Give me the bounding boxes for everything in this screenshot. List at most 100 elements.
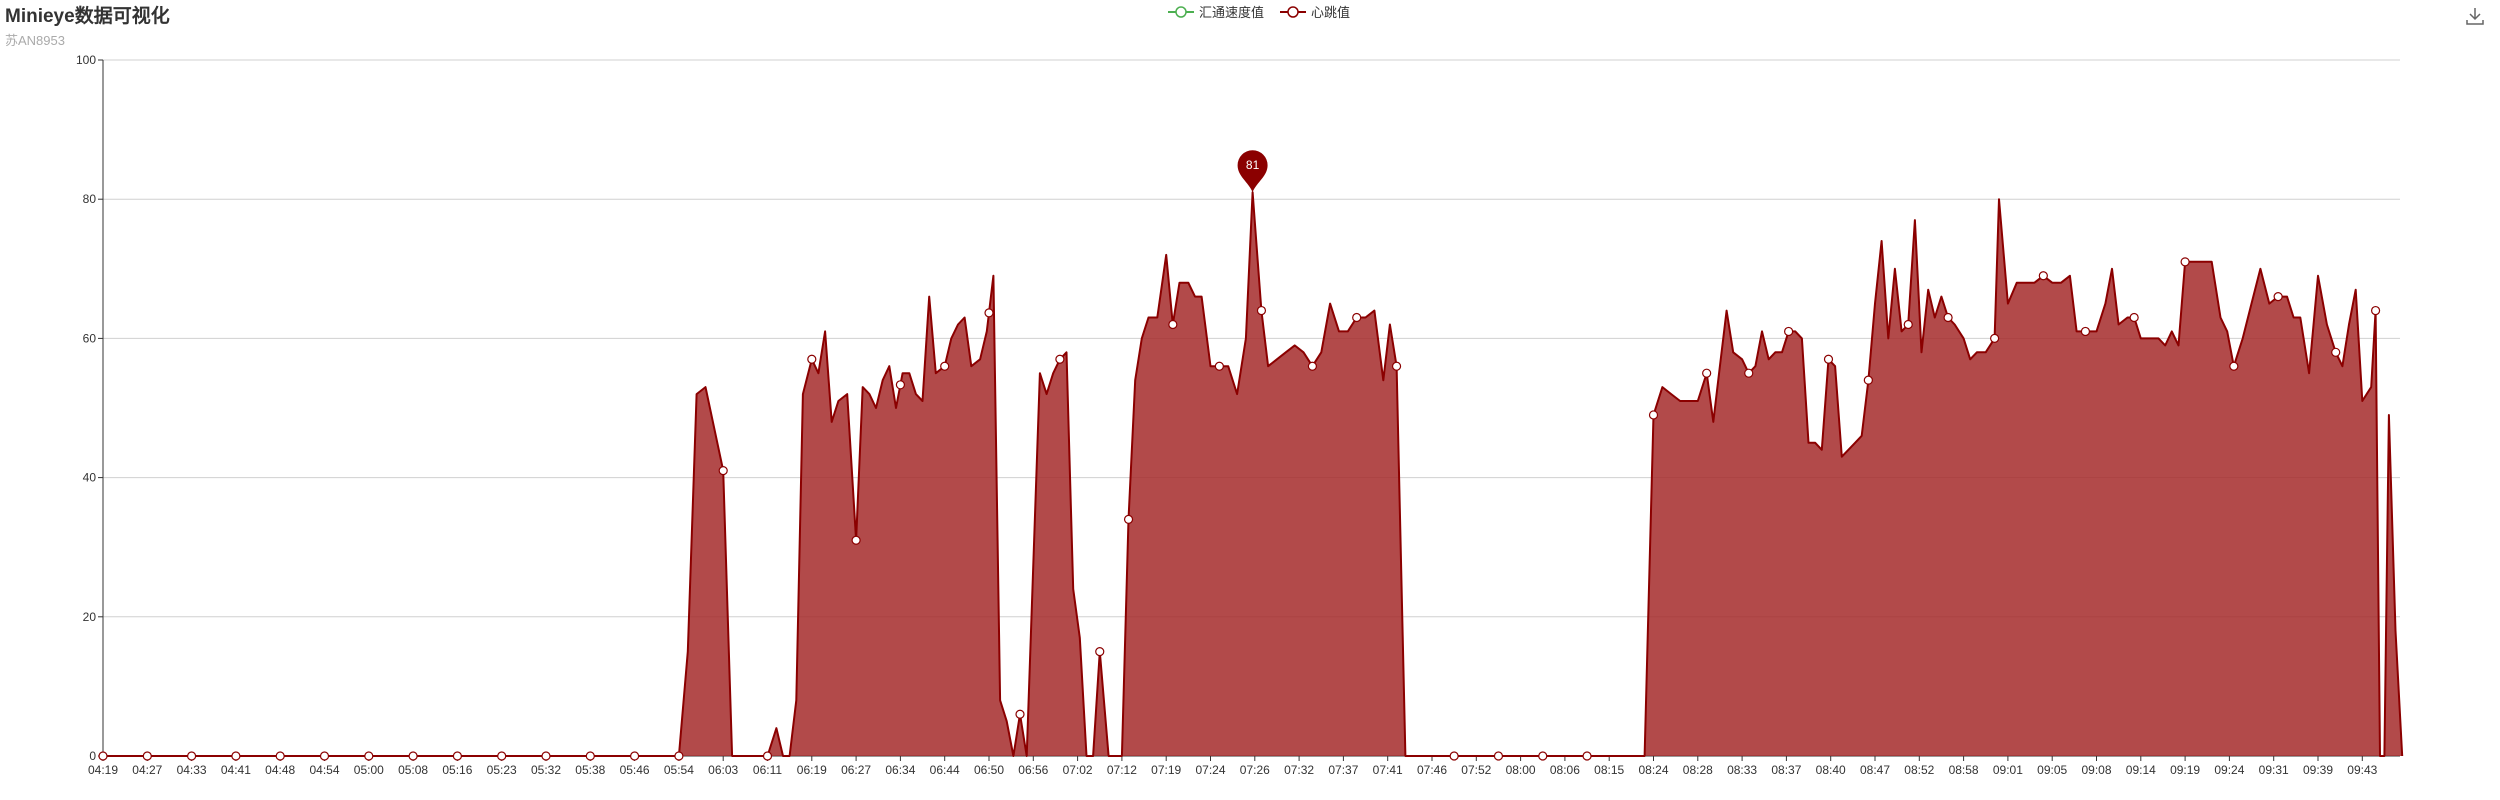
x-tick-label: 06:27 <box>841 763 871 777</box>
y-tick-label: 80 <box>83 192 97 206</box>
legend: 汇通速度值 心跳值 <box>1168 2 1350 21</box>
x-tick-label: 04:19 <box>88 763 118 777</box>
data-point[interactable] <box>1823 354 1834 364</box>
x-tick-label: 06:03 <box>708 763 738 777</box>
x-tick-label: 09:01 <box>1993 763 2023 777</box>
x-tick-label: 08:15 <box>1594 763 1624 777</box>
y-tick-label: 0 <box>89 749 96 763</box>
data-point[interactable] <box>1055 354 1065 364</box>
max-markpoint: 81 <box>1237 150 1268 193</box>
data-point[interactable] <box>1702 368 1712 378</box>
x-tick-label: 05:54 <box>664 763 694 777</box>
x-tick-label: 08:40 <box>1816 763 1846 777</box>
x-tick-label: 09:14 <box>2126 763 2156 777</box>
x-tick-label: 07:02 <box>1063 763 1093 777</box>
x-tick-label: 09:43 <box>2347 763 2377 777</box>
x-tick-label: 09:05 <box>2037 763 2067 777</box>
y-tick-label: 100 <box>76 53 96 67</box>
x-tick-label: 08:33 <box>1727 763 1757 777</box>
data-point[interactable] <box>1493 751 1504 761</box>
y-tick-label: 40 <box>83 471 97 485</box>
data-point[interactable] <box>2080 326 2091 337</box>
x-tick-label: 08:00 <box>1506 763 1536 777</box>
series-heartbeat <box>103 191 2404 757</box>
data-point[interactable] <box>319 751 330 761</box>
data-point[interactable] <box>2038 271 2048 281</box>
data-point[interactable] <box>1095 646 1105 657</box>
data-point[interactable] <box>851 535 861 545</box>
x-tick-label: 05:16 <box>442 763 472 777</box>
data-point[interactable] <box>1449 751 1459 761</box>
data-point[interactable] <box>1784 326 1794 337</box>
data-point[interactable] <box>1307 361 1317 371</box>
legend-heartbeat-label: 心跳值 <box>1311 5 1351 20</box>
data-point[interactable] <box>98 751 108 761</box>
data-point[interactable] <box>1744 368 1754 378</box>
x-tick-label: 06:11 <box>753 763 782 777</box>
data-point[interactable] <box>984 308 994 318</box>
legend-speed-label: 汇通速度值 <box>1199 5 1265 20</box>
chart-subtitle: 苏AN8953 <box>5 33 65 48</box>
data-point[interactable] <box>895 380 906 390</box>
data-point[interactable] <box>762 751 773 761</box>
data-point[interactable] <box>364 751 374 761</box>
data-point[interactable] <box>1943 312 1953 323</box>
x-tick-label: 05:08 <box>398 763 428 777</box>
x-tick-label: 05:00 <box>354 763 384 777</box>
data-point[interactable] <box>275 751 285 761</box>
chart-title: Minieye数据可视化 <box>5 6 170 27</box>
data-point[interactable] <box>1214 361 1224 371</box>
x-tick-label: 07:41 <box>1373 763 1403 777</box>
data-point[interactable] <box>629 751 640 761</box>
data-point[interactable] <box>674 751 684 761</box>
x-tick-label: 09:19 <box>2170 763 2200 777</box>
x-tick-label: 07:24 <box>1195 763 1225 777</box>
data-point[interactable] <box>1538 751 1548 761</box>
data-point[interactable] <box>2180 257 2190 267</box>
data-point[interactable] <box>231 751 241 761</box>
data-point[interactable] <box>142 751 152 761</box>
x-tick-label: 07:46 <box>1417 763 1447 777</box>
data-point[interactable] <box>1648 410 1659 420</box>
x-tick-label: 07:37 <box>1328 763 1358 777</box>
data-point[interactable] <box>2370 305 2381 316</box>
data-point[interactable] <box>1582 751 1592 761</box>
legend-item-speed[interactable]: 汇通速度值 <box>1168 2 1264 21</box>
data-point[interactable] <box>718 466 728 476</box>
x-tick-label: 08:58 <box>1949 763 1979 777</box>
x-tick-label: 07:32 <box>1284 763 1314 777</box>
data-point[interactable] <box>1352 312 1362 323</box>
legend-item-heartbeat[interactable]: 心跳值 <box>1280 2 1350 21</box>
data-point[interactable] <box>807 354 817 364</box>
data-point[interactable] <box>1990 333 2000 343</box>
data-point[interactable] <box>1123 514 1134 524</box>
data-point[interactable] <box>585 751 595 761</box>
data-point[interactable] <box>1168 319 1178 330</box>
data-point[interactable] <box>940 361 950 371</box>
data-point[interactable] <box>1863 375 1873 385</box>
data-point[interactable] <box>497 751 507 761</box>
markpoint-pin <box>1237 150 1268 193</box>
data-point[interactable] <box>2229 361 2239 371</box>
data-point[interactable] <box>187 751 197 761</box>
x-tick-label: 04:27 <box>132 763 162 777</box>
x-tick-label: 04:41 <box>221 763 251 777</box>
y-axis: 0 20 40 60 80 100 <box>76 53 104 763</box>
data-point[interactable] <box>2129 312 2139 323</box>
data-point[interactable] <box>1391 361 1402 371</box>
download-icon[interactable] <box>2464 5 2486 27</box>
x-tick-label: 06:19 <box>797 763 827 777</box>
data-point[interactable] <box>1256 305 1267 316</box>
x-tick-label: 08:52 <box>1904 763 1934 777</box>
data-point[interactable] <box>1903 319 1913 330</box>
data-point[interactable] <box>2273 292 2283 302</box>
data-point[interactable] <box>1015 709 1025 719</box>
heartbeat-area <box>103 192 2403 756</box>
data-point[interactable] <box>452 751 462 761</box>
data-point[interactable] <box>541 751 551 761</box>
x-tick-label: 06:50 <box>974 763 1004 777</box>
data-point[interactable] <box>408 751 418 761</box>
data-point[interactable] <box>2331 347 2341 357</box>
x-tick-label: 09:31 <box>2259 763 2289 777</box>
